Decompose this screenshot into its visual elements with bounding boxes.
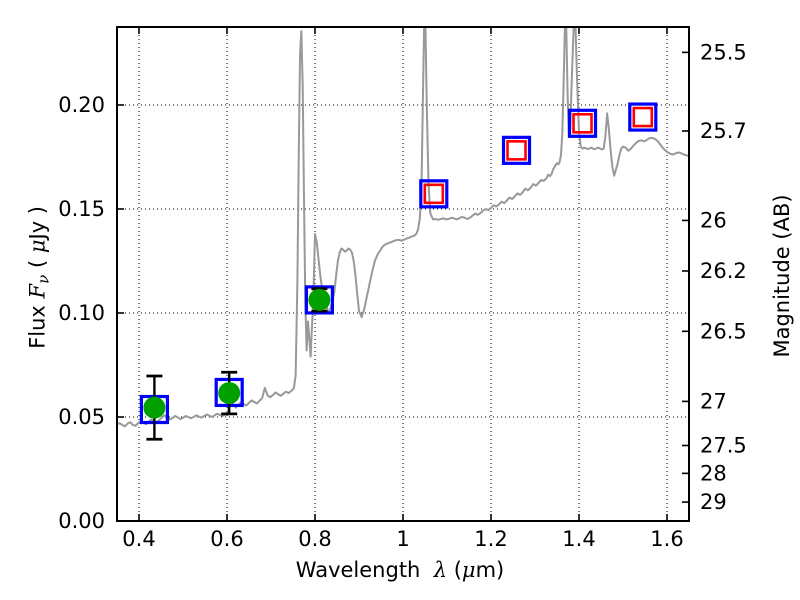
model-photometry-square-red [572, 113, 593, 134]
y-tick-label-right: 25.5 [700, 40, 747, 64]
x-tick-label: 1.6 [650, 527, 683, 551]
y-axis-title-right: Magnitude (AB) [770, 194, 794, 358]
x-tick-label: 1.2 [474, 527, 507, 551]
model-photometry-square-blue [567, 108, 598, 138]
y-tick-label-left: 0.10 [58, 301, 105, 325]
y-tick-label-right: 26 [700, 208, 727, 232]
x-axis-title: Wavelength λ (μm) [295, 558, 505, 582]
y-tick-label-right: 25.7 [700, 119, 747, 143]
plot-background [117, 27, 689, 521]
x-tick-label: 1 [396, 527, 409, 551]
y-tick-label-right: 26.2 [700, 259, 747, 283]
y-tick-label-right: 26.5 [700, 319, 747, 343]
model-photometry-square-blue [628, 102, 658, 132]
x-tick-label: 0.8 [298, 527, 331, 551]
y-tick-label-right: 27.5 [700, 433, 747, 457]
model-photometry-square-blue [501, 135, 532, 165]
observed-photometry-point [218, 382, 241, 405]
y-tick-label-left: 0.05 [58, 405, 105, 429]
model-photometry-square-red [632, 106, 654, 128]
model-photometry-square-blue [419, 179, 449, 209]
y-tick-label-left: 0.00 [58, 509, 105, 533]
observed-photometry-point [143, 396, 166, 419]
y-tick-label-right: 27 [700, 389, 727, 413]
model-photometry-square-red [423, 183, 445, 205]
y-tick-label-left: 0.20 [58, 93, 105, 117]
x-tick-label: 0.6 [210, 527, 243, 551]
y-tick-label-left: 0.15 [58, 197, 105, 221]
x-tick-label: 0.4 [122, 527, 155, 551]
y-tick-label-right: 29 [700, 490, 727, 514]
y-tick-label-right: 28 [700, 461, 727, 485]
model-photometry-square-red [506, 140, 527, 161]
x-tick-label: 1.4 [562, 527, 595, 551]
observed-photometry-point [308, 288, 331, 311]
y-axis-title-left: Flux Fν ( μJy ) [25, 205, 53, 349]
model-photometry-square-blue [304, 285, 334, 315]
